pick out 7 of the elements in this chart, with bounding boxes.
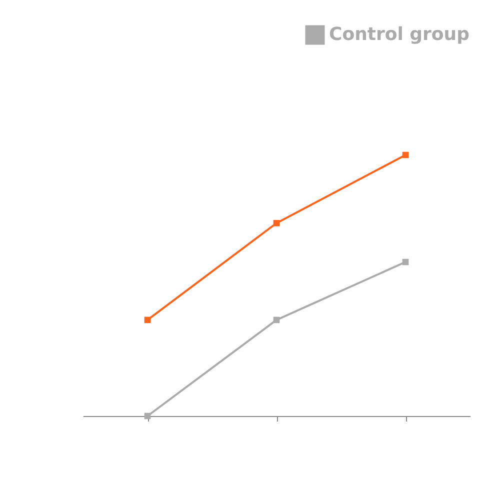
point <box>402 152 409 158</box>
point <box>273 220 280 226</box>
point <box>402 258 409 266</box>
point <box>273 316 280 324</box>
legend-label: Control group <box>329 24 470 45</box>
point <box>144 412 151 420</box>
point <box>144 316 151 324</box>
